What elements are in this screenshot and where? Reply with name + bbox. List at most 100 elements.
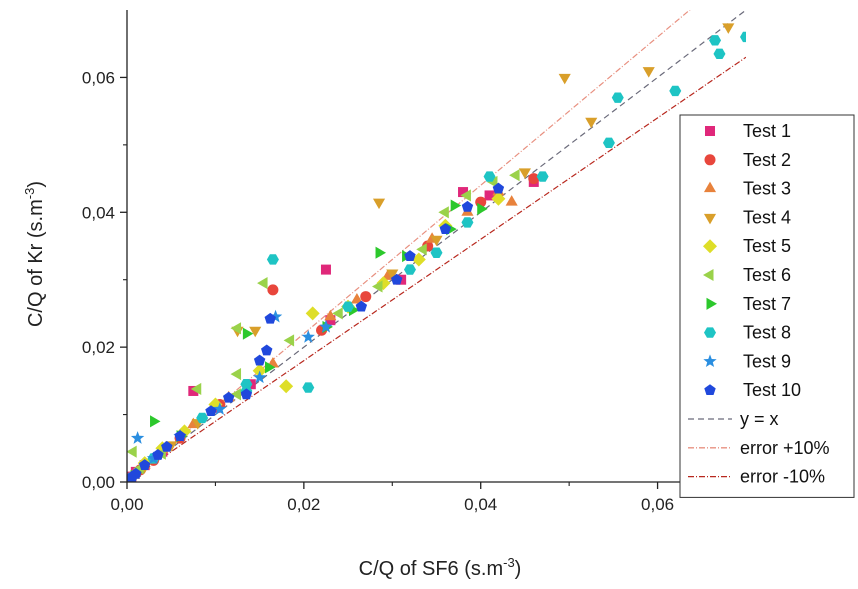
data-point [461,200,474,212]
data-point [252,370,267,384]
legend-label: Test 4 [743,207,791,227]
data-point [242,327,254,340]
data-point [267,284,279,296]
data-point [713,48,726,60]
data-point [257,277,268,290]
legend-label: Test 9 [743,351,791,371]
legend-item: Test 1 [705,121,791,141]
data-point [484,190,495,201]
legend-item: Test 8 [704,323,791,343]
data-point [324,309,337,321]
data-point [491,191,506,206]
data-point [230,322,242,335]
legend-marker [705,126,715,136]
x-tick-label: 0,06 [641,495,674,514]
data-point [319,319,333,333]
legend-label: y = x [740,409,779,429]
legend-marker [706,297,717,310]
data-point [404,250,416,261]
data-point [486,175,498,189]
data-point [461,217,474,228]
data-point [438,206,449,219]
data-point [430,247,443,258]
legend-item: error +10% [688,438,830,458]
data-point [411,252,426,267]
data-point [477,202,488,215]
data-point [264,312,276,324]
legend: Test 1 Test 2 Test 3 Test 4 Test 5 Test 6 Test… [679,114,855,498]
legend-item: Test 10 [704,380,801,400]
data-point [740,31,746,43]
data-point [342,301,355,312]
data-point [386,269,399,280]
data-point [230,368,242,381]
data-point [390,273,403,285]
data-point [240,388,253,400]
series-1 [127,176,539,482]
data-point [460,189,471,202]
data-point [450,199,462,212]
data-point [222,391,235,403]
legend-marker [703,181,717,193]
data-point [492,182,505,194]
legend-label: Test 2 [743,150,791,170]
data-point [130,431,145,444]
legend-item: Test 9 [703,351,791,371]
data-point [279,379,294,394]
legend-item: Test 7 [706,294,791,314]
data-point [268,309,283,323]
data-point [249,326,262,338]
data-point [611,92,624,103]
legend-item: Test 2 [704,150,791,170]
data-point [213,402,227,415]
series-10 [127,182,505,482]
data-point [190,382,202,396]
y-tick-label: 0,00 [82,473,115,492]
data-point [602,137,615,149]
series-2 [127,173,540,482]
legend-label: Test 6 [743,265,791,285]
legend-item: y = x [688,409,779,429]
x-tick-label: 0,00 [110,495,143,514]
data-point [709,35,722,46]
data-point [253,354,266,366]
data-point [518,168,531,179]
legend-label: error -10% [740,467,825,487]
data-point [669,85,682,97]
data-point [332,307,343,320]
data-point [230,388,242,401]
data-point [266,254,279,265]
data-point [320,264,331,275]
data-point [283,334,295,347]
data-point [585,117,598,129]
data-point [439,223,452,234]
data-point [558,73,571,85]
data-point [138,459,151,470]
data-point [372,280,383,293]
series-4 [127,23,735,482]
series-8 [127,31,746,482]
legend-marker [703,268,714,282]
x-tick-label: 0,04 [464,495,497,514]
data-point [174,430,186,441]
legend-label: error +10% [740,438,830,458]
data-point [372,198,386,210]
y-axis-title: C/Q of Kr (s.m-3) [22,181,47,327]
axes: 0,00 0,02 0,04 0,06 0,00 0,02 0,04 0,06 [82,10,746,514]
data-point [722,23,735,34]
data-point [416,243,427,256]
y-tick-label: 0,04 [82,203,115,222]
data-point [205,405,217,417]
legend-item: Test 6 [703,265,791,285]
legend-label: Test 8 [743,323,791,343]
data-point [355,300,368,312]
legend-label: Test 7 [743,294,791,314]
legend-label: Test 1 [743,121,791,141]
data-point [302,382,315,393]
legend-label: Test 3 [743,179,791,199]
data-point [264,361,276,374]
data-point [483,171,496,182]
data-point [642,67,655,78]
legend-item: Test 5 [703,236,791,256]
data-point [261,344,273,356]
